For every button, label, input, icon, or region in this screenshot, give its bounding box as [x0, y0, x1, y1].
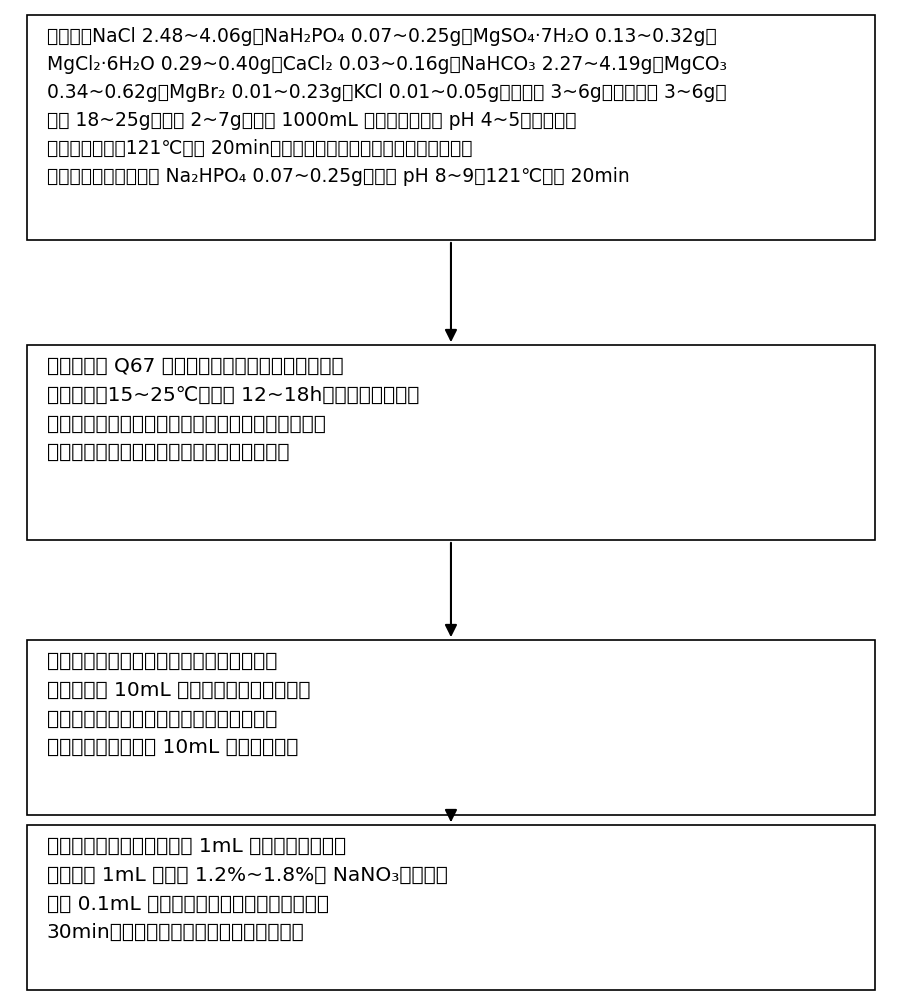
Bar: [27, 640, 874, 815]
Text: 分别取待测样品和对照样品 1mL 置于两个小杯中，
同时加入 1mL 浓度为 1.2%~1.8%的 NaNO₃溶液，再
加入 0.1mL 步骤二中制得的待试用菌: 分别取待测样品和对照样品 1mL 置于两个小杯中， 同时加入 1mL 浓度为 1…: [46, 837, 447, 942]
Text: 步骤一、NaCl 2.48~4.06g，NaH₂PO₄ 0.07~0.25g，MgSO₄·7H₂O 0.13~0.32g，
MgCl₂·6H₂O 0.29~0.: 步骤一、NaCl 2.48~4.06g，NaH₂PO₄ 0.07~0.25g，M…: [46, 27, 726, 186]
Text: 将待测果蔬捣碎成汁，加入蒸馏水并搅拌均
匀，取其中 10mL 作为待测样品，对照选用
国家质量体系认证的无农药全天然果蔬，同
样方法处理，取其中 10mL 作为: 将待测果蔬捣碎成汁，加入蒸馏水并搅拌均 匀，取其中 10mL 作为待测样品，对照…: [46, 652, 310, 757]
Bar: [27, 345, 874, 540]
Bar: [27, 825, 874, 990]
Text: 将青海弧菌 Q67 菌株的菌种移接到上述第一代斜面
培养基上，15~25℃下培养 12~18h，用生理盐水将菌
苔从第一代斜面培养基上冲刷下来，转接到第二代斜
: 将青海弧菌 Q67 菌株的菌种移接到上述第一代斜面 培养基上，15~25℃下培养…: [46, 357, 419, 462]
Bar: [27, 15, 874, 240]
